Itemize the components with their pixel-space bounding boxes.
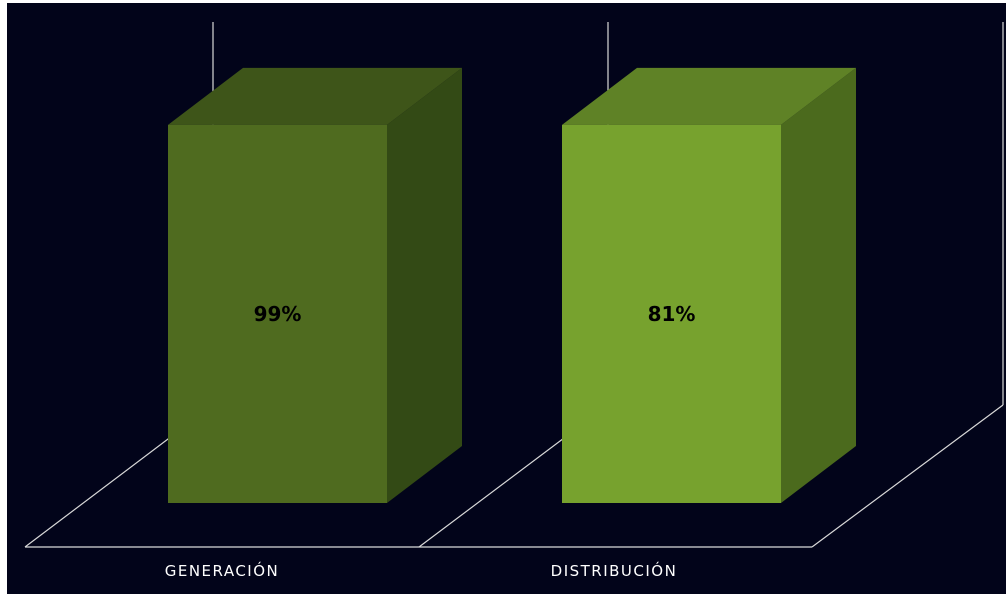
- category-label: GENERACIÓN: [165, 561, 280, 580]
- chart-background: [7, 3, 1006, 594]
- bar-side-face: [387, 67, 462, 503]
- bar-1: [168, 67, 462, 503]
- bar-2: [562, 67, 856, 503]
- bar-front-face: [168, 124, 387, 503]
- bar-side-face: [781, 67, 856, 503]
- data-label: 81%: [648, 302, 696, 326]
- labels: 99% 81% GENERACIÓN DISTRIBUCIÓN: [165, 302, 696, 580]
- bar-top-face: [168, 67, 462, 125]
- data-label: 99%: [254, 302, 302, 326]
- floor-diagonal-line: [811, 404, 1004, 548]
- bar-front-face: [562, 124, 781, 503]
- bars: [168, 67, 856, 503]
- bar-top-face: [562, 67, 856, 125]
- category-label: DISTRIBUCIÓN: [551, 561, 678, 580]
